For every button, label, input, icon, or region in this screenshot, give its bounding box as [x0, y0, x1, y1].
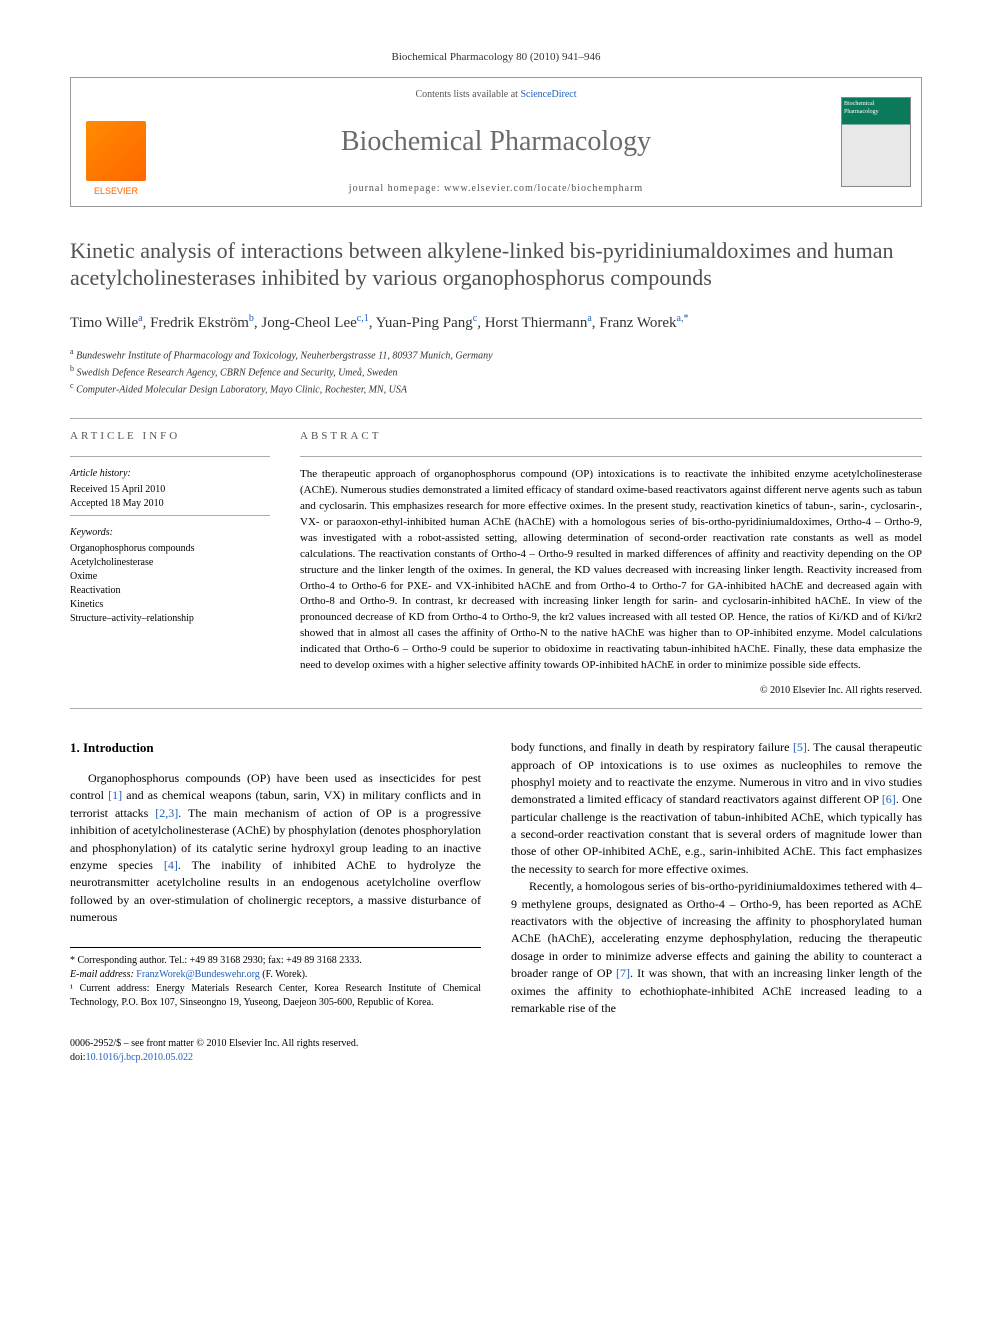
- citation-link[interactable]: [6]: [882, 792, 896, 806]
- author-name: Jong-Cheol Lee: [261, 315, 356, 331]
- homepage-line: journal homepage: www.elsevier.com/locat…: [171, 182, 821, 196]
- divider: [70, 418, 922, 419]
- author-affil-sup: b: [249, 313, 254, 324]
- citation-link[interactable]: [5]: [793, 740, 807, 754]
- publisher-logo-block: ELSEVIER: [71, 78, 161, 205]
- abstract-copyright: © 2010 Elsevier Inc. All rights reserved…: [300, 684, 922, 698]
- author-affil-sup: a,*: [677, 313, 689, 324]
- email-link[interactable]: FranzWorek@Bundeswehr.org: [136, 969, 259, 980]
- homepage-url: www.elsevier.com/locate/biochempharm: [444, 183, 643, 194]
- footnote-1: ¹ Current address: Energy Materials Rese…: [70, 982, 481, 1010]
- email-label: E-mail address:: [70, 969, 136, 980]
- body-text: body functions, and finally in death by …: [511, 740, 793, 754]
- info-abstract-row: ARTICLE INFO Article history: Received 1…: [70, 429, 922, 699]
- doi-label: doi:: [70, 1052, 86, 1063]
- keyword: Reactivation: [70, 584, 270, 598]
- author-name: Timo Wille: [70, 315, 138, 331]
- section-heading: 1. Introduction: [70, 739, 481, 758]
- divider: [70, 456, 270, 457]
- author-name: Fredrik Ekström: [150, 315, 249, 331]
- keyword: Acetylcholinesterase: [70, 556, 270, 570]
- abstract-text: The therapeutic approach of organophosph…: [300, 467, 922, 674]
- header-center: Contents lists available at ScienceDirec…: [161, 78, 831, 205]
- sciencedirect-link[interactable]: ScienceDirect: [520, 89, 576, 100]
- footer: 0006-2952/$ – see front matter © 2010 El…: [70, 1037, 922, 1065]
- contents-prefix: Contents lists available at: [415, 89, 520, 100]
- homepage-prefix: journal homepage:: [349, 183, 444, 194]
- author-list: Timo Willea, Fredrik Ekströmb, Jong-Cheo…: [70, 312, 922, 334]
- affiliation-c: Computer-Aided Molecular Design Laborato…: [76, 385, 407, 396]
- footnotes: * Corresponding author. Tel.: +49 89 316…: [70, 947, 481, 1010]
- contents-line: Contents lists available at ScienceDirec…: [171, 88, 821, 102]
- citation-link[interactable]: [7]: [616, 966, 630, 980]
- accepted-date: Accepted 18 May 2010: [70, 497, 270, 511]
- keyword: Oxime: [70, 570, 270, 584]
- divider: [70, 515, 270, 516]
- body-paragraph: Organophosphorus compounds (OP) have bee…: [70, 770, 481, 927]
- author-name: Yuan-Ping Pang: [376, 315, 473, 331]
- history-label: Article history:: [70, 467, 270, 481]
- body-column-right: body functions, and finally in death by …: [511, 739, 922, 1017]
- citation-link[interactable]: [4]: [164, 858, 178, 872]
- abstract-heading: ABSTRACT: [300, 429, 922, 444]
- article-info-heading: ARTICLE INFO: [70, 429, 270, 444]
- elsevier-label: ELSEVIER: [94, 185, 138, 198]
- email-line: E-mail address: FranzWorek@Bundeswehr.or…: [70, 968, 481, 982]
- affiliations: a Bundeswehr Institute of Pharmacology a…: [70, 346, 922, 398]
- citation-link[interactable]: [2,3]: [155, 806, 178, 820]
- keyword: Kinetics: [70, 598, 270, 612]
- cover-thumb-block: Biochemical Pharmacology: [831, 78, 921, 205]
- author-name: Horst Thiermann: [485, 315, 588, 331]
- affiliation-b: Swedish Defence Research Agency, CBRN De…: [77, 367, 398, 378]
- keywords-label: Keywords:: [70, 526, 270, 540]
- author-affil-sup: a: [138, 313, 142, 324]
- elsevier-tree-icon: [86, 121, 146, 181]
- author-affil-sup: c: [473, 313, 477, 324]
- journal-name: Biochemical Pharmacology: [171, 122, 821, 161]
- keyword: Structure–activity–relationship: [70, 612, 270, 626]
- author-affil-sup: a: [587, 313, 591, 324]
- received-date: Received 15 April 2010: [70, 483, 270, 497]
- body-paragraph: Recently, a homologous series of bis-ort…: [511, 878, 922, 1017]
- abstract-column: ABSTRACT The therapeutic approach of org…: [300, 429, 922, 699]
- body-column-left: 1. Introduction Organophosphorus compoun…: [70, 739, 481, 1017]
- divider: [70, 708, 922, 709]
- divider: [300, 456, 922, 457]
- body-paragraph: body functions, and finally in death by …: [511, 739, 922, 878]
- header-citation: Biochemical Pharmacology 80 (2010) 941–9…: [70, 50, 922, 65]
- keyword: Organophosphorus compounds: [70, 542, 270, 556]
- doi-link[interactable]: 10.1016/j.bcp.2010.05.022: [86, 1052, 194, 1063]
- article-info-column: ARTICLE INFO Article history: Received 1…: [70, 429, 270, 699]
- email-name: (F. Worek).: [260, 969, 308, 980]
- author-affil-sup: c,1: [357, 313, 369, 324]
- body-columns: 1. Introduction Organophosphorus compoun…: [70, 739, 922, 1017]
- affiliation-a: Bundeswehr Institute of Pharmacology and…: [76, 350, 493, 361]
- author-name: Franz Worek: [599, 315, 676, 331]
- corresponding-author: * Corresponding author. Tel.: +49 89 316…: [70, 954, 481, 968]
- article-title: Kinetic analysis of interactions between…: [70, 237, 922, 292]
- journal-cover-thumbnail: Biochemical Pharmacology: [841, 97, 911, 187]
- citation-link[interactable]: [1]: [108, 788, 122, 802]
- header-banner: ELSEVIER Contents lists available at Sci…: [70, 77, 922, 206]
- footer-copyright: 0006-2952/$ – see front matter © 2010 El…: [70, 1037, 922, 1051]
